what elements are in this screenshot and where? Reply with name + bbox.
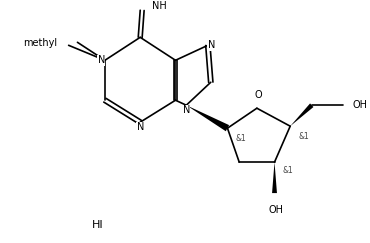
Text: HI: HI	[92, 220, 104, 230]
Polygon shape	[186, 105, 229, 131]
Text: N: N	[182, 105, 190, 115]
Text: &1: &1	[298, 132, 309, 141]
Text: N: N	[208, 40, 215, 50]
Text: N: N	[98, 55, 105, 65]
Text: &1: &1	[282, 166, 293, 175]
Polygon shape	[290, 104, 313, 126]
Text: &1: &1	[235, 134, 246, 143]
Polygon shape	[272, 162, 277, 193]
Text: methyl: methyl	[23, 38, 57, 48]
Text: OH: OH	[269, 205, 284, 215]
Text: NH: NH	[152, 1, 167, 11]
Text: O: O	[254, 90, 262, 100]
Text: OH: OH	[353, 100, 368, 110]
Text: N: N	[137, 122, 144, 132]
